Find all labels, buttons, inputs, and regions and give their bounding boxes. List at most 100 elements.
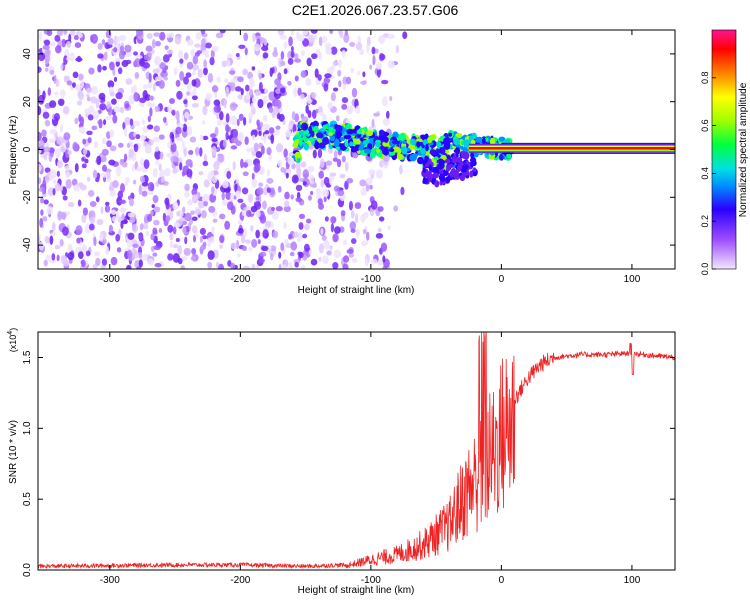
spectrogram-noise-speck: [141, 190, 148, 197]
spectrogram-noise-speck: [284, 191, 290, 200]
spectrogram-noise-speck: [53, 112, 60, 122]
spectrogram-noise-speck: [207, 250, 215, 261]
spectrogram-signal-blob: [349, 141, 354, 147]
spectrogram-noise-speck: [253, 164, 260, 174]
spectrogram-noise-speck: [149, 95, 154, 101]
spectrogram-noise-speck: [333, 249, 341, 259]
spectrogram-noise-speck: [38, 139, 45, 150]
spectrogram-noise-speck: [240, 158, 244, 169]
spectrogram-noise-speck: [135, 134, 141, 140]
spectrogram-noise-speck: [348, 253, 354, 258]
spectrogram-noise-speck: [126, 264, 132, 269]
spectrogram-noise-speck: [262, 95, 268, 105]
spectrogram-noise-speck: [290, 194, 294, 200]
spectrogram-noise-speck: [145, 144, 152, 155]
spectrogram-noise-speck: [44, 67, 49, 72]
spectrogram-noise-speck: [57, 98, 65, 107]
spectrogram-noise-speck: [310, 30, 318, 34]
spectrogram-noise-speck: [190, 256, 197, 261]
spectrogram-noise-speck: [302, 233, 308, 239]
spectrogram-y-tick-label: 0: [22, 146, 33, 152]
spectrogram-noise-speck: [304, 223, 310, 231]
spectrogram-noise-speck: [138, 259, 143, 268]
spectrogram-noise-speck: [158, 134, 165, 140]
spectrogram-noise-speck: [43, 259, 48, 267]
spectrogram-noise-speck: [288, 233, 293, 240]
spectrogram-noise-speck: [270, 133, 275, 144]
spectrogram-noise-speck: [59, 124, 64, 133]
spectrogram-noise-speck: [326, 250, 332, 256]
spectrogram-noise-speck: [155, 160, 160, 166]
spectrogram-noise-speck: [101, 39, 106, 45]
spectrogram-noise-speck: [174, 35, 181, 45]
spectrogram-noise-speck: [136, 266, 142, 269]
spectrogram-noise-speck: [354, 202, 362, 209]
spectrogram-noise-speck: [203, 59, 208, 69]
spectrogram-noise-speck: [74, 163, 79, 173]
spectrogram-noise-speck: [119, 45, 125, 53]
spectrogram-noise-speck: [92, 263, 98, 269]
spectrogram-noise-speck: [216, 76, 221, 83]
spectrogram-noise-speck: [236, 118, 240, 127]
spectrogram-noise-speck: [242, 68, 248, 76]
spectrogram-noise-speck: [80, 259, 86, 268]
spectrogram-noise-speck: [225, 86, 230, 97]
spectrogram-signal-blob: [298, 130, 305, 136]
spectrogram-noise-speck: [125, 78, 133, 85]
spectrogram-signal-blob: [420, 148, 427, 155]
spectrogram-signal-blob: [392, 146, 401, 153]
spectrogram-noise-speck: [292, 123, 297, 134]
spectrogram-noise-speck: [189, 136, 197, 143]
colorbar-tick-label: 0.0: [700, 263, 710, 276]
spectrogram-noise-speck: [166, 32, 170, 39]
spectrogram-noise-speck: [55, 78, 60, 88]
spectrogram-noise-speck: [152, 167, 158, 178]
spectrogram-signal-blob: [470, 139, 476, 145]
spectrogram-noise-speck: [343, 33, 350, 43]
spectrogram-noise-speck: [62, 226, 69, 236]
spectrogram-noise-speck: [234, 183, 238, 193]
spectrogram-noise-speck: [310, 190, 314, 196]
spectrogram-noise-speck: [300, 50, 306, 56]
spectrogram-noise-speck: [230, 78, 238, 83]
spectrogram-noise-speck: [337, 189, 345, 197]
spectrogram-noise-speck: [387, 60, 395, 69]
spectrogram-x-tick-label: -100: [361, 274, 381, 285]
spectrogram-noise-speck: [321, 113, 327, 122]
spectrogram-noise-speck: [186, 91, 190, 96]
spectrogram-noise-speck: [283, 222, 287, 229]
spectrogram-noise-speck: [355, 105, 361, 115]
spectrogram-noise-speck: [72, 71, 79, 79]
spectrogram-noise-speck: [151, 204, 155, 209]
spectrogram-noise-speck: [64, 165, 70, 172]
spectrogram-noise-speck: [205, 92, 212, 101]
spectrogram-noise-speck: [191, 95, 198, 101]
spectrogram-noise-speck: [192, 102, 199, 108]
spectrogram-noise-speck: [250, 205, 258, 213]
spectrogram-noise-speck: [42, 179, 47, 188]
spectrogram-signal-blob: [335, 124, 343, 134]
spectrogram-noise-speck: [214, 126, 219, 137]
spectrogram-noise-speck: [176, 210, 181, 217]
spectrogram-signal-blob: [432, 172, 440, 179]
spectrogram-noise-speck: [81, 157, 85, 162]
spectrogram-signal-blob: [457, 156, 463, 163]
spectrogram-noise-speck: [38, 148, 42, 155]
spectrogram-signal-blob: [313, 125, 319, 132]
spectrogram-noise-speck: [111, 209, 117, 216]
spectrogram-noise-speck: [242, 162, 249, 168]
spectrogram-noise-speck: [375, 169, 383, 180]
spectrogram-noise-speck: [45, 142, 50, 147]
spectrogram-noise-speck: [272, 50, 279, 58]
spectrogram-noise-speck: [105, 246, 109, 256]
spectrogram-signal-blob: [442, 169, 446, 176]
spectrogram-noise-speck: [60, 64, 64, 70]
spectrogram-noise-speck: [344, 180, 349, 190]
spectrogram-noise-speck: [66, 56, 71, 61]
spectrogram-noise-speck: [270, 252, 274, 261]
spectrogram-noise-speck: [187, 200, 193, 206]
spectrogram-noise-speck: [280, 60, 286, 67]
spectrogram-noise-speck: [124, 126, 128, 137]
spectrogram-noise-speck: [135, 30, 144, 37]
spectrogram-noise-speck: [116, 247, 122, 253]
